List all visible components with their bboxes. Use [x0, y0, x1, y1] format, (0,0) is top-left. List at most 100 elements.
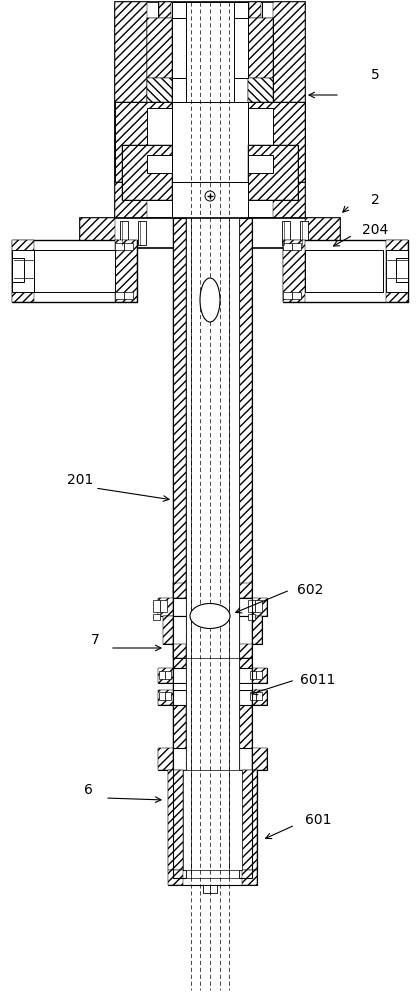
Bar	[273, 2, 305, 218]
Bar	[248, 18, 273, 78]
Bar	[248, 614, 255, 620]
Bar	[282, 221, 290, 245]
Bar	[256, 671, 262, 679]
Ellipse shape	[190, 603, 230, 629]
Bar	[120, 221, 128, 245]
Bar	[186, 2, 234, 102]
Text: 201: 201	[67, 473, 93, 487]
Bar	[248, 600, 255, 612]
Bar	[158, 690, 267, 705]
Bar	[386, 250, 408, 292]
Bar	[203, 885, 217, 893]
Bar	[248, 155, 273, 173]
Bar	[386, 240, 408, 302]
Bar	[115, 2, 305, 218]
Bar	[183, 770, 242, 870]
Bar	[283, 243, 292, 250]
Bar	[158, 598, 173, 616]
Bar	[186, 658, 239, 843]
Bar	[168, 770, 183, 870]
Bar	[396, 258, 408, 282]
Bar	[165, 692, 171, 700]
Bar	[239, 644, 252, 658]
Bar	[122, 145, 172, 200]
Bar	[248, 18, 273, 78]
Text: 5: 5	[370, 68, 379, 82]
Bar	[115, 2, 147, 218]
Bar	[138, 221, 146, 245]
Bar	[248, 18, 273, 113]
Bar	[239, 644, 252, 658]
Bar	[248, 145, 298, 200]
Bar	[115, 292, 124, 299]
Bar	[248, 78, 273, 113]
Text: 7: 7	[91, 633, 100, 647]
Text: 6011: 6011	[300, 673, 336, 687]
Bar	[168, 870, 183, 885]
Bar	[153, 600, 160, 612]
Bar	[147, 108, 172, 176]
Bar	[12, 250, 34, 292]
Text: 602: 602	[297, 583, 323, 597]
Bar	[158, 2, 172, 20]
Bar	[147, 78, 172, 113]
Bar	[173, 583, 186, 598]
Bar	[239, 583, 252, 598]
Bar	[173, 583, 186, 598]
Bar	[158, 748, 173, 770]
Text: 204: 204	[362, 223, 388, 237]
Bar	[159, 692, 165, 700]
Bar	[158, 668, 267, 683]
Bar	[172, 2, 248, 102]
Bar	[172, 102, 248, 182]
Bar	[252, 616, 262, 644]
Bar	[283, 240, 408, 302]
Bar	[292, 243, 301, 250]
Bar	[256, 692, 262, 700]
Bar	[283, 292, 292, 299]
Bar	[153, 614, 160, 620]
Bar	[292, 292, 301, 299]
Bar	[12, 240, 34, 302]
Bar	[300, 221, 308, 245]
Bar	[159, 2, 171, 20]
Bar	[80, 218, 340, 248]
Bar	[255, 600, 262, 612]
Bar	[248, 2, 262, 20]
Ellipse shape	[200, 278, 220, 322]
Bar	[172, 182, 248, 218]
Bar	[147, 18, 172, 78]
Bar	[115, 240, 137, 302]
Bar	[242, 870, 257, 885]
Bar	[173, 644, 186, 658]
Bar	[252, 668, 267, 683]
Bar	[147, 18, 172, 78]
Bar	[147, 78, 172, 113]
Bar	[252, 748, 267, 770]
Bar	[173, 683, 252, 690]
Bar	[250, 692, 256, 700]
Bar	[163, 616, 173, 644]
Text: 6: 6	[84, 783, 92, 797]
Bar	[173, 644, 186, 658]
Bar	[115, 102, 172, 182]
Bar	[34, 250, 115, 292]
Bar	[239, 218, 252, 878]
Bar	[305, 218, 340, 248]
Bar	[283, 240, 305, 302]
Bar	[158, 690, 173, 705]
Bar	[168, 870, 257, 885]
Text: 2: 2	[370, 193, 379, 207]
Bar	[252, 598, 267, 616]
Bar	[12, 240, 137, 302]
Bar	[115, 243, 124, 250]
Bar	[158, 748, 267, 770]
Circle shape	[205, 191, 215, 201]
Bar	[12, 258, 24, 282]
Bar	[172, 18, 248, 78]
Bar	[242, 770, 257, 870]
Bar	[239, 583, 252, 598]
Bar	[124, 292, 133, 299]
Bar	[248, 145, 298, 200]
Bar	[159, 671, 165, 679]
